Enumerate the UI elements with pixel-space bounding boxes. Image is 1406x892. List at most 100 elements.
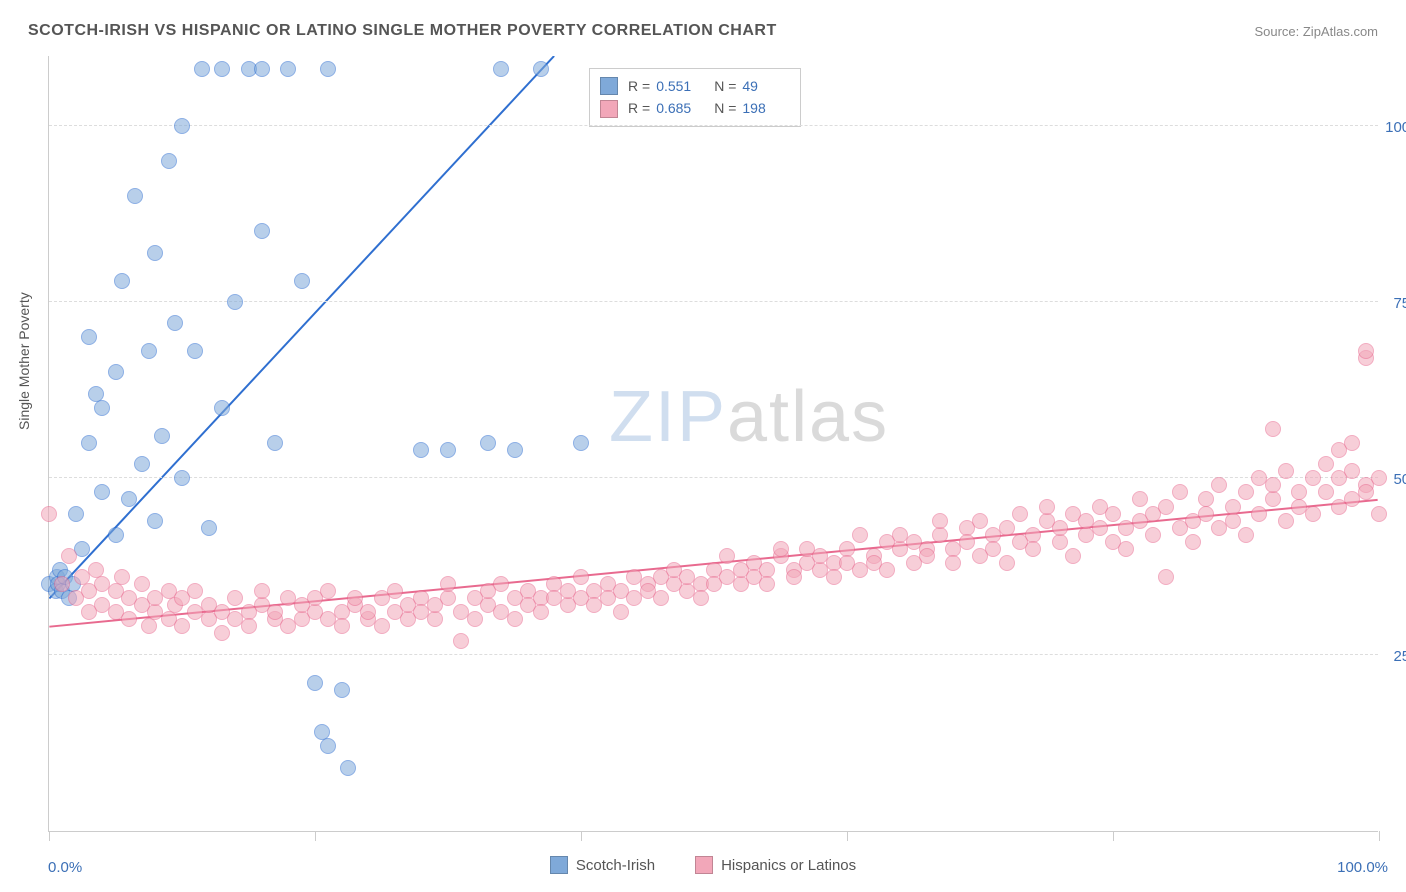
stats-legend-row: R =0.685N =198 xyxy=(600,97,790,119)
scatter-plot: ZIPatlas R =0.551N =49R =0.685N =198 25.… xyxy=(48,56,1378,832)
data-point xyxy=(360,604,376,620)
legend-label: Scotch-Irish xyxy=(576,857,655,874)
series-legend: Scotch-Irish Hispanics or Latinos xyxy=(0,856,1406,874)
data-point xyxy=(214,625,230,641)
x-tick xyxy=(49,831,50,841)
data-point xyxy=(852,527,868,543)
data-point xyxy=(1172,484,1188,500)
trend-line xyxy=(49,56,554,599)
stat-r-value: 0.685 xyxy=(656,97,704,119)
data-point xyxy=(985,541,1001,557)
stat-label: N = xyxy=(714,75,736,97)
gridline xyxy=(49,125,1378,126)
data-point xyxy=(1105,506,1121,522)
data-point xyxy=(127,188,143,204)
data-point xyxy=(533,61,549,77)
data-point xyxy=(1025,541,1041,557)
stats-legend-row: R =0.551N =49 xyxy=(600,75,790,97)
data-point xyxy=(932,513,948,529)
trend-lines xyxy=(49,56,1378,831)
data-point xyxy=(440,442,456,458)
data-point xyxy=(254,583,270,599)
data-point xyxy=(54,576,70,592)
watermark-suffix: atlas xyxy=(727,377,889,457)
data-point xyxy=(307,675,323,691)
data-point xyxy=(227,590,243,606)
data-point xyxy=(121,611,137,627)
swatch-icon xyxy=(550,856,568,874)
data-point xyxy=(114,569,130,585)
data-point xyxy=(267,604,283,620)
data-point xyxy=(453,633,469,649)
gridline xyxy=(49,654,1378,655)
data-point xyxy=(114,273,130,289)
data-point xyxy=(1052,534,1068,550)
data-point xyxy=(134,456,150,472)
data-point xyxy=(932,527,948,543)
data-point xyxy=(826,569,842,585)
stat-n-value: 49 xyxy=(742,75,790,97)
data-point xyxy=(1358,343,1374,359)
data-point xyxy=(267,435,283,451)
swatch-icon xyxy=(600,100,618,118)
data-point xyxy=(81,329,97,345)
data-point xyxy=(919,548,935,564)
data-point xyxy=(1145,527,1161,543)
data-point xyxy=(573,569,589,585)
data-point xyxy=(959,534,975,550)
data-point xyxy=(194,61,210,77)
data-point xyxy=(467,611,483,627)
legend-item-hispanic: Hispanics or Latinos xyxy=(695,856,856,874)
x-axis-max-label: 100.0% xyxy=(1337,859,1388,876)
data-point xyxy=(68,506,84,522)
data-point xyxy=(1158,569,1174,585)
data-point xyxy=(334,682,350,698)
data-point xyxy=(1318,484,1334,500)
data-point xyxy=(786,569,802,585)
stat-label: R = xyxy=(628,97,650,119)
x-axis-min-label: 0.0% xyxy=(48,859,82,876)
data-point xyxy=(533,604,549,620)
data-point xyxy=(1278,513,1294,529)
y-tick-label: 100.0% xyxy=(1385,119,1406,136)
data-point xyxy=(167,315,183,331)
data-point xyxy=(427,611,443,627)
data-point xyxy=(1158,499,1174,515)
data-point xyxy=(254,61,270,77)
data-point xyxy=(227,294,243,310)
data-point xyxy=(1052,520,1068,536)
data-point xyxy=(280,61,296,77)
data-point xyxy=(1371,506,1387,522)
data-point xyxy=(254,223,270,239)
data-point xyxy=(1251,506,1267,522)
data-point xyxy=(41,506,57,522)
data-point xyxy=(440,590,456,606)
data-point xyxy=(147,513,163,529)
data-point xyxy=(1358,484,1374,500)
data-point xyxy=(108,527,124,543)
data-point xyxy=(1305,470,1321,486)
data-point xyxy=(693,590,709,606)
data-point xyxy=(108,364,124,380)
data-point xyxy=(945,555,961,571)
data-point xyxy=(1039,499,1055,515)
y-axis-label: Single Mother Poverty xyxy=(16,292,32,430)
data-point xyxy=(1211,477,1227,493)
data-point xyxy=(972,513,988,529)
data-point xyxy=(440,576,456,592)
data-point xyxy=(340,760,356,776)
data-point xyxy=(413,442,429,458)
stat-r-value: 0.551 xyxy=(656,75,704,97)
data-point xyxy=(1185,534,1201,550)
data-point xyxy=(121,491,137,507)
stat-label: N = xyxy=(714,97,736,119)
swatch-icon xyxy=(600,77,618,95)
data-point xyxy=(174,470,190,486)
swatch-icon xyxy=(695,856,713,874)
x-tick xyxy=(1379,831,1380,841)
data-point xyxy=(773,541,789,557)
data-point xyxy=(241,618,257,634)
data-point xyxy=(1344,435,1360,451)
data-point xyxy=(493,61,509,77)
data-point xyxy=(1265,421,1281,437)
